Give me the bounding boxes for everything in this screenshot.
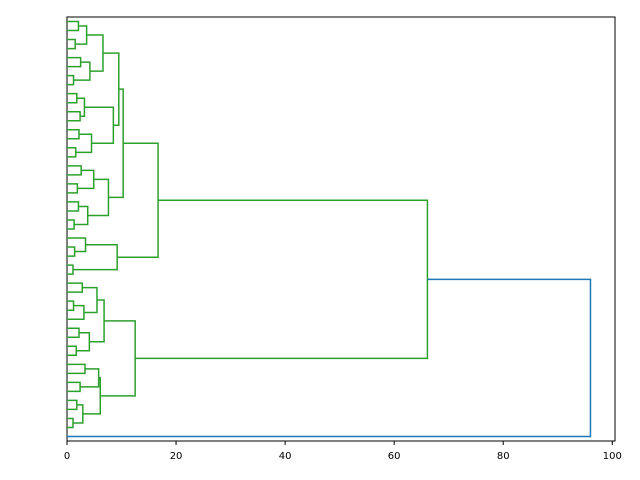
dendrogram-link bbox=[67, 237, 87, 253]
dendrogram-link bbox=[86, 34, 104, 72]
dendrogram-link bbox=[135, 199, 429, 360]
dendrogram-link bbox=[67, 183, 79, 194]
dendrogram-link bbox=[67, 20, 80, 32]
dendrogram-link bbox=[75, 25, 88, 45]
dendrogram-link bbox=[102, 52, 120, 127]
dendrogram-link bbox=[67, 417, 74, 429]
dendrogram-link bbox=[108, 88, 124, 199]
dendrogram-link bbox=[73, 61, 91, 81]
dendrogram-link bbox=[67, 282, 84, 293]
dendrogram-link bbox=[100, 320, 136, 397]
x-tick-label: 40 bbox=[279, 451, 292, 462]
x-tick-label: 20 bbox=[170, 451, 183, 462]
dendrogram-link bbox=[75, 133, 93, 154]
dendrogram-link bbox=[67, 304, 85, 320]
dendrogram-link bbox=[67, 201, 80, 212]
dendrogram-link bbox=[67, 327, 80, 339]
x-tick-label: 80 bbox=[497, 451, 510, 462]
dendrogram-link bbox=[67, 219, 75, 230]
dendrogram-link bbox=[67, 399, 78, 411]
dendrogram-link bbox=[76, 331, 91, 352]
dendrogram-link bbox=[67, 246, 76, 257]
dendrogram-link bbox=[67, 38, 76, 50]
dendrogram-link bbox=[72, 404, 84, 424]
dendrogram-link bbox=[67, 165, 82, 176]
dendrogram-link bbox=[67, 56, 82, 68]
dendrogram-link bbox=[67, 92, 78, 104]
dendrogram-link bbox=[67, 381, 81, 393]
dendrogram-link bbox=[77, 169, 95, 190]
x-tick-label: 0 bbox=[64, 451, 70, 462]
dendrogram-link bbox=[67, 147, 77, 158]
x-tick-label: 100 bbox=[603, 451, 622, 462]
dendrogram-link bbox=[67, 363, 86, 375]
dendrogram-link bbox=[80, 368, 100, 388]
dendrogram-link bbox=[74, 205, 89, 226]
dendrogram-link bbox=[67, 74, 75, 86]
dendrogram-link bbox=[87, 178, 110, 217]
dendrogram-link bbox=[84, 106, 115, 145]
dendrogram-link bbox=[67, 278, 592, 438]
dendrogram-link bbox=[82, 377, 102, 415]
dendrogram-link bbox=[67, 110, 81, 122]
dendrogram-link bbox=[67, 300, 75, 311]
dendrogram-link bbox=[67, 264, 74, 275]
dendrogram-link bbox=[67, 345, 78, 357]
dendrogram-link bbox=[72, 244, 118, 271]
dendrogram-link bbox=[67, 129, 80, 140]
plot-frame bbox=[66, 16, 616, 442]
x-tick-label: 60 bbox=[388, 451, 401, 462]
